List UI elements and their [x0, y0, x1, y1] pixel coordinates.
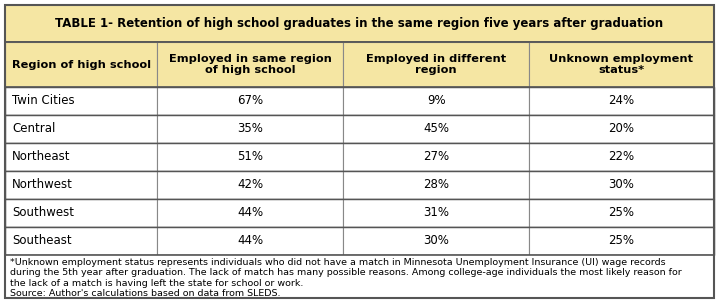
Text: Central: Central	[12, 122, 55, 135]
Text: 35%: 35%	[237, 122, 263, 135]
Bar	[529, 171, 714, 199]
Text: Employed in different
region: Employed in different region	[366, 54, 506, 75]
Bar	[343, 199, 529, 227]
Text: 51%: 51%	[237, 151, 263, 164]
Text: Northeast: Northeast	[12, 151, 70, 164]
Text: Employed in same region
of high school: Employed in same region of high school	[169, 54, 331, 75]
Text: 44%: 44%	[237, 235, 263, 248]
Bar	[5, 255, 714, 298]
Text: 67%: 67%	[237, 95, 263, 108]
Bar	[343, 115, 529, 143]
Bar	[529, 87, 714, 115]
Bar	[343, 227, 529, 255]
Bar	[5, 5, 714, 42]
Bar	[343, 87, 529, 115]
Text: 20%: 20%	[608, 122, 634, 135]
Bar	[5, 199, 714, 227]
Bar	[529, 227, 714, 255]
Bar	[529, 42, 714, 87]
Bar	[157, 227, 343, 255]
Text: Unknown employment
status*: Unknown employment status*	[549, 54, 693, 75]
Text: 25%: 25%	[608, 235, 634, 248]
Text: 25%: 25%	[608, 207, 634, 219]
Text: 30%: 30%	[423, 235, 449, 248]
Bar	[157, 87, 343, 115]
Bar	[5, 115, 714, 143]
Bar	[5, 227, 157, 255]
Text: TABLE 1- Retention of high school graduates in the same region five years after : TABLE 1- Retention of high school gradua…	[55, 17, 664, 30]
Bar	[157, 115, 343, 143]
Text: 28%: 28%	[423, 178, 449, 191]
Bar	[5, 227, 714, 255]
Bar	[5, 171, 157, 199]
Bar	[157, 42, 343, 87]
Bar	[5, 42, 714, 87]
Text: Twin Cities: Twin Cities	[12, 95, 75, 108]
Bar	[5, 115, 157, 143]
Text: *Unknown employment status represents individuals who did not have a match in Mi: *Unknown employment status represents in…	[10, 258, 682, 298]
Text: Northwest: Northwest	[12, 178, 73, 191]
Text: 9%: 9%	[427, 95, 445, 108]
Bar	[5, 143, 714, 171]
Bar	[5, 171, 714, 199]
Text: 31%: 31%	[423, 207, 449, 219]
Bar	[5, 87, 157, 115]
Text: 30%: 30%	[608, 178, 634, 191]
Bar	[343, 143, 529, 171]
Text: 22%: 22%	[608, 151, 635, 164]
Text: Southeast: Southeast	[12, 235, 72, 248]
Bar	[529, 143, 714, 171]
Bar	[5, 143, 157, 171]
Bar	[5, 42, 157, 87]
Bar	[5, 87, 714, 115]
Bar	[529, 115, 714, 143]
Bar	[5, 199, 157, 227]
Bar	[343, 42, 529, 87]
Text: Southwest: Southwest	[12, 207, 74, 219]
Text: 42%: 42%	[237, 178, 263, 191]
Text: 44%: 44%	[237, 207, 263, 219]
Bar	[157, 143, 343, 171]
Bar	[343, 171, 529, 199]
Bar	[529, 199, 714, 227]
Text: Region of high school: Region of high school	[12, 59, 151, 69]
Bar	[157, 171, 343, 199]
Text: 27%: 27%	[423, 151, 449, 164]
Text: 45%: 45%	[423, 122, 449, 135]
Bar	[157, 199, 343, 227]
Text: 24%: 24%	[608, 95, 635, 108]
